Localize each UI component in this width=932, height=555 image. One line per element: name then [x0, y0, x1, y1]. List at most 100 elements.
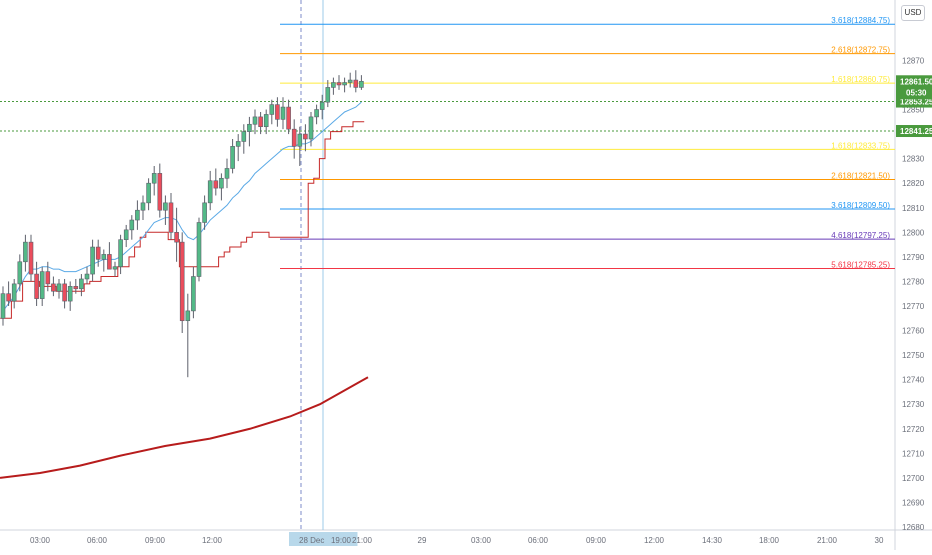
candle-body: [252, 116, 258, 125]
candle-body: [235, 141, 241, 147]
candle-body: [79, 278, 84, 290]
currency-badge[interactable]: USD: [901, 5, 925, 21]
time-tick-label: 03:00: [30, 536, 51, 545]
candle-body: [258, 116, 263, 128]
price-tick-label: 12810: [902, 204, 925, 213]
candle-body: [17, 261, 23, 285]
candle-body: [95, 246, 101, 260]
time-tick-label: 28 Dec '20: [299, 536, 338, 545]
price-tick-label: 12680: [902, 523, 925, 532]
candle-body: [168, 202, 174, 233]
candle-body: [28, 241, 34, 275]
candle-body: [213, 180, 219, 189]
fib-level-label: 2.618(12821.50): [831, 172, 890, 181]
bar-countdown: 05:30: [906, 88, 927, 97]
candle-body: [308, 116, 314, 140]
slow-moving-average: [0, 376, 369, 479]
fib-level-label: 1.618(12860.75): [831, 75, 890, 84]
candle-body: [224, 168, 230, 179]
candle-body: [11, 283, 17, 302]
time-tick-highlight: [324, 532, 358, 546]
price-tick-label: 12850: [902, 106, 925, 115]
time-tick-label: 12:00: [644, 536, 665, 545]
candle-body: [269, 104, 275, 115]
time-tick-label: 06:00: [528, 536, 549, 545]
candle-body: [191, 276, 196, 312]
candle-body: [185, 310, 191, 322]
fib-level-label: 2.618(12872.75): [831, 46, 890, 55]
candle-body: [67, 286, 73, 302]
candle-body: [202, 202, 207, 223]
candle-body: [123, 229, 129, 240]
price-tick-label: 12830: [902, 155, 925, 164]
time-tick-label: 18:00: [759, 536, 780, 545]
fib-level-label: 3.618(12809.50): [831, 201, 890, 210]
candle-body: [353, 79, 359, 88]
candle-body: [84, 273, 90, 280]
candle-body: [336, 82, 342, 86]
time-tick-label: 09:00: [145, 536, 166, 545]
candle-body: [331, 82, 336, 88]
price-tick-label: 12750: [902, 351, 925, 360]
candle-body: [241, 131, 247, 142]
candle-body: [275, 104, 280, 120]
time-tick-label: 06:00: [87, 536, 108, 545]
candle-body: [51, 283, 56, 292]
time-tick-label: 21:00: [352, 536, 373, 545]
candle-body: [303, 133, 308, 140]
price-tick-label: 12790: [902, 253, 925, 262]
price-tick-label: 12740: [902, 376, 925, 385]
candle-body: [280, 106, 286, 120]
candle-body: [286, 106, 291, 130]
price-level-tag-bg: [896, 125, 932, 138]
candle-body: [347, 79, 353, 83]
candle-body: [207, 180, 213, 204]
fib-level-label: 3.618(12884.75): [831, 16, 890, 25]
candle-body: [163, 202, 168, 211]
candle-body: [146, 182, 151, 204]
fib-level-label: 1.618(12833.75): [831, 141, 890, 150]
price-tick-label: 12780: [902, 277, 925, 286]
price-tick-label: 12770: [902, 302, 925, 311]
candle-body: [0, 293, 6, 319]
candle-body: [23, 241, 28, 263]
candle-body: [263, 114, 269, 128]
candle-body: [219, 177, 224, 189]
candle-body: [129, 219, 135, 231]
candle-body: [247, 123, 252, 132]
candle-body: [34, 273, 39, 299]
candle-body: [39, 271, 45, 299]
candle-body: [174, 232, 179, 243]
candle-body: [196, 222, 202, 277]
candle-body: [319, 101, 325, 110]
time-tick-label: 19:00: [331, 536, 352, 545]
price-tick-label: 12690: [902, 498, 925, 507]
candle-body: [291, 128, 297, 147]
candle-body: [359, 80, 364, 88]
fib-level-label: 5.618(12785.25): [831, 261, 890, 270]
time-tick-label: 09:00: [586, 536, 607, 545]
time-tick-label: 30: [875, 536, 884, 545]
candle-body: [73, 286, 79, 290]
candle-body: [230, 146, 235, 169]
fib-level-label: 4.618(12797.25): [831, 231, 890, 240]
candle-body: [135, 209, 140, 221]
candle-body: [101, 254, 107, 260]
candle-body: [314, 109, 319, 118]
candle-body: [56, 283, 62, 292]
candle-body: [45, 271, 51, 285]
candle-body: [140, 202, 146, 211]
price-tick-label: 12760: [902, 327, 925, 336]
price-level-tag: 12841.25: [900, 127, 932, 136]
last-price-tag-bg: [896, 75, 932, 100]
price-tick-label: 12730: [902, 400, 925, 409]
candle-body: [6, 293, 11, 302]
price-tick-label: 12700: [902, 474, 925, 483]
candle-body: [151, 173, 157, 184]
time-tick-label: 03:00: [471, 536, 492, 545]
price-tick-label: 12720: [902, 425, 925, 434]
last-price-tag: 12861.50: [900, 77, 932, 86]
candle-body: [90, 246, 95, 275]
price-level-tag: 12853.25: [900, 98, 932, 107]
